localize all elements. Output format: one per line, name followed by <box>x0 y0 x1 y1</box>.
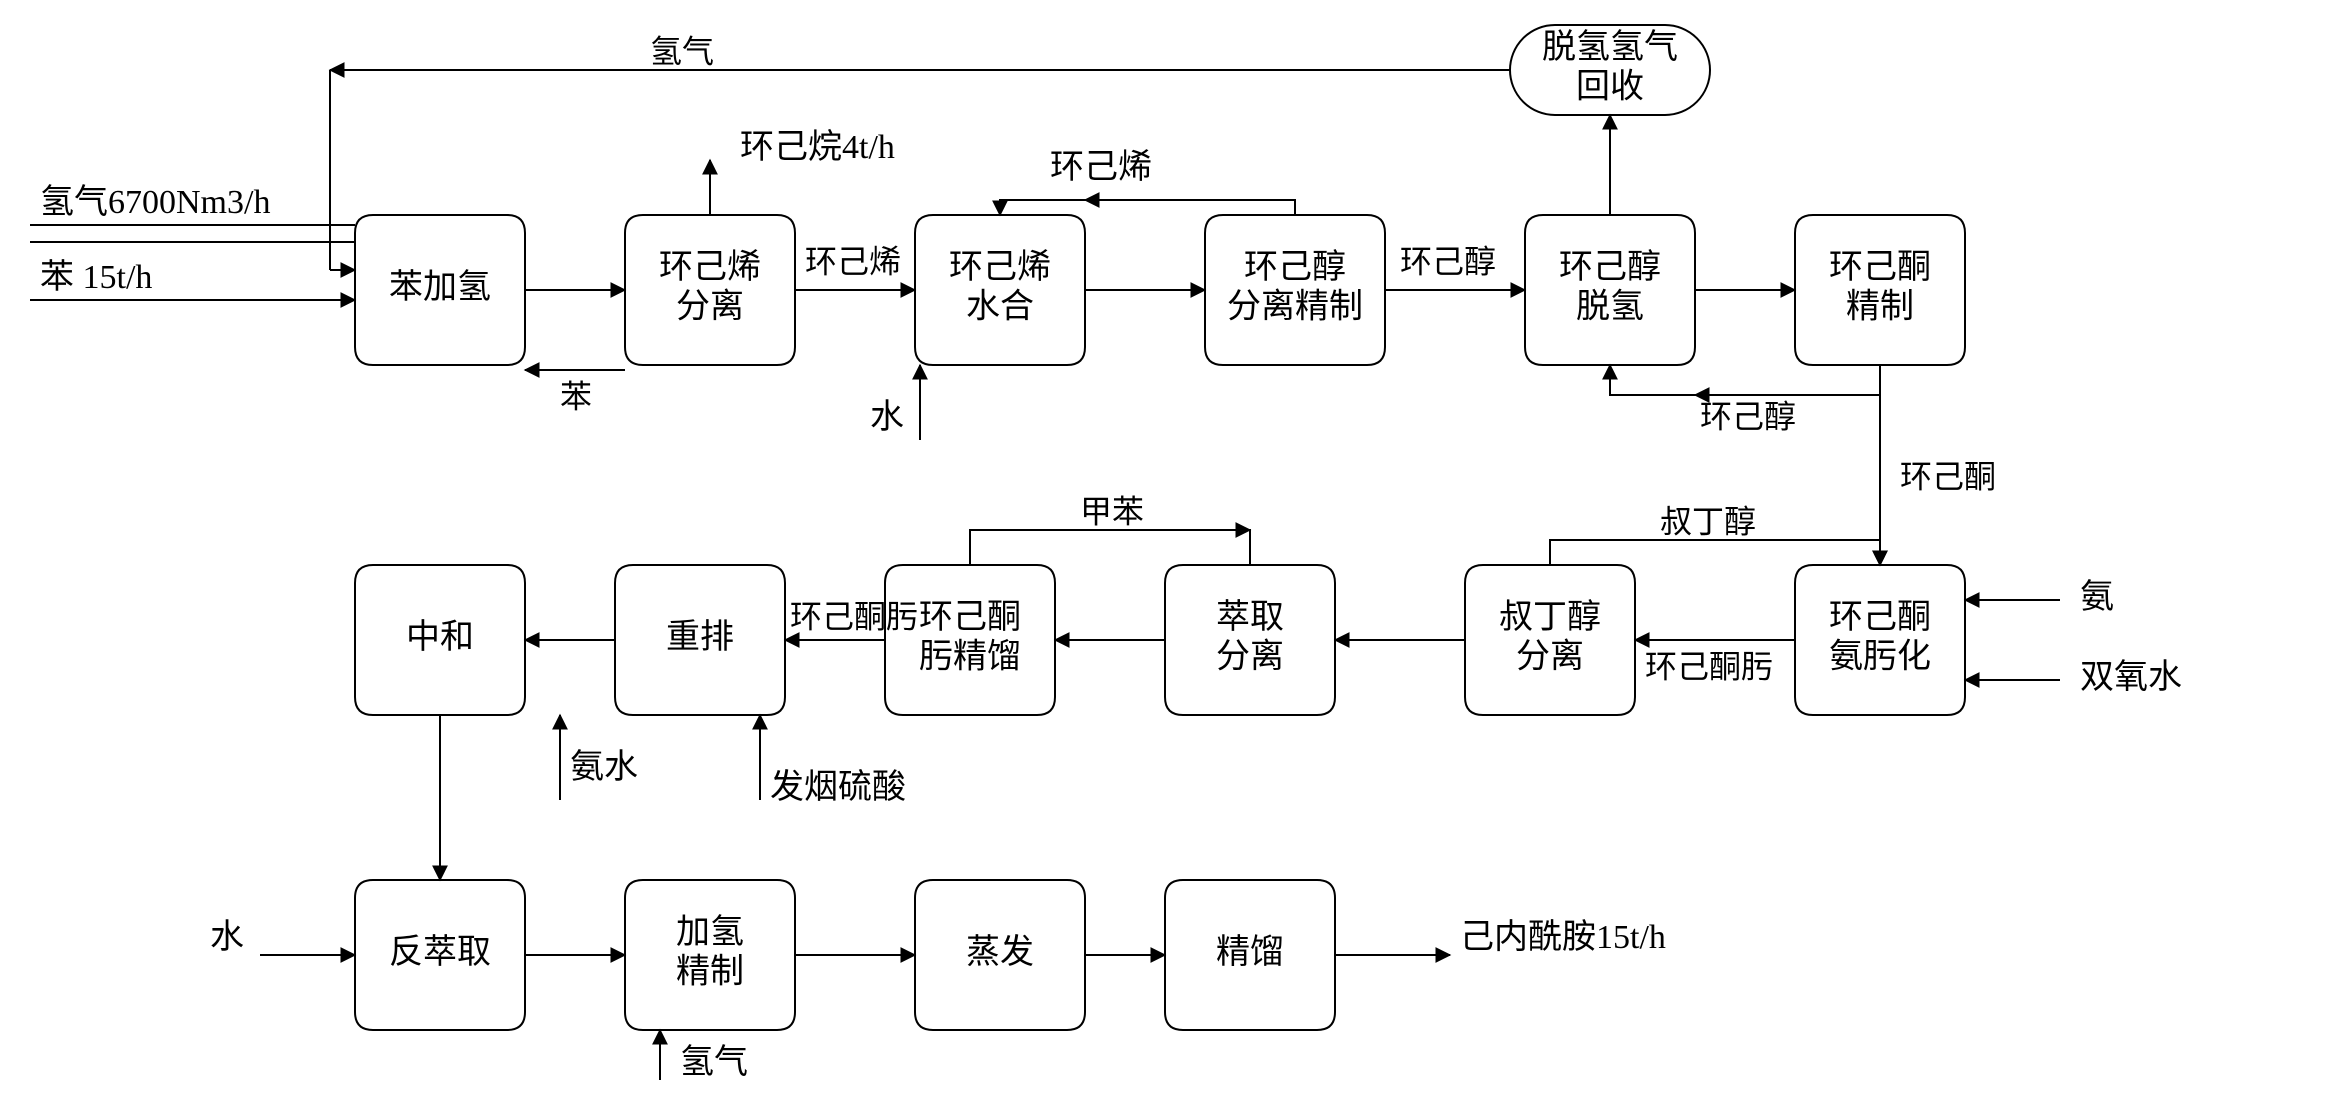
process-node-label: 环己醇 <box>1244 248 1346 286</box>
flow-label: 环己醇 <box>1400 243 1496 279</box>
process-node: 蒸发 <box>915 880 1085 1030</box>
process-node: 环己酮精制 <box>1795 215 1965 365</box>
process-node-label: 精馏 <box>1216 933 1284 971</box>
process-node-label: 精制 <box>676 952 744 990</box>
process-node: 精馏 <box>1165 880 1335 1030</box>
process-node-label: 脱氢氢气 <box>1542 28 1678 66</box>
stream-label: 双氧水 <box>2080 658 2182 696</box>
flow-label: 甲苯 <box>1080 493 1144 529</box>
process-node-label: 分离精制 <box>1227 287 1363 325</box>
flow-label: 环己醇 <box>1700 398 1796 434</box>
process-node: 环己烯分离 <box>625 215 795 365</box>
flow-arrow <box>1550 540 1880 565</box>
stream-label: 环己烯 <box>1050 148 1152 186</box>
process-node-label: 叔丁醇 <box>1499 598 1601 636</box>
process-node: 中和 <box>355 565 525 715</box>
flow-arrow <box>1000 200 1085 215</box>
flow-label: 环己酮肟 <box>790 598 918 634</box>
stream-label: 发烟硫酸 <box>770 768 906 806</box>
process-node: 重排 <box>615 565 785 715</box>
process-node: 环己醇分离精制 <box>1205 215 1385 365</box>
process-node-label: 环己酮 <box>1829 599 1931 636</box>
process-node: 加氢精制 <box>625 880 795 1030</box>
process-node-label: 蒸发 <box>966 933 1034 971</box>
process-node: 脱氢氢气回收 <box>1510 25 1710 115</box>
process-node: 环己醇脱氢 <box>1525 215 1695 365</box>
stream-label: 氢气 <box>680 1043 748 1081</box>
process-node-label: 加氢 <box>676 913 744 951</box>
process-node: 叔丁醇分离 <box>1465 565 1635 715</box>
flow-label: 环己烯 <box>805 243 901 279</box>
process-node-label: 肟精馏 <box>919 637 1021 675</box>
process-node: 环己酮肟精馏 <box>885 565 1055 715</box>
stream-label: 水 <box>870 399 904 436</box>
process-node-label: 重排 <box>666 618 734 656</box>
process-node-label: 分离 <box>1516 637 1584 675</box>
stream-label: 苯 15t/h <box>40 258 152 296</box>
stream-label: 氨 <box>2080 579 2114 616</box>
process-node: 萃取分离 <box>1165 565 1335 715</box>
stream-label: 环己烷4t/h <box>740 128 895 166</box>
flow-diagram: 苯环己烯环己醇环己醇氢气环己酮环己酮肟叔丁醇甲苯环己酮肟 苯加氢环己烯分离环己烯… <box>0 0 2335 1112</box>
flow-arrow <box>970 530 1250 565</box>
process-node-label: 苯加氢 <box>389 268 491 306</box>
process-node-label: 环己酮 <box>919 599 1021 636</box>
stream-label: 氨水 <box>570 749 638 786</box>
stream-label: 水 <box>210 919 244 956</box>
process-node-label: 脱氢 <box>1576 287 1644 325</box>
stream-label: 己内酰胺15t/h <box>1460 918 1666 956</box>
process-node-label: 精制 <box>1846 287 1914 325</box>
flow-label: 叔丁醇 <box>1660 503 1756 539</box>
process-node: 苯加氢 <box>355 215 525 365</box>
process-node: 环己酮氨肟化 <box>1795 565 1965 715</box>
process-node-label: 回收 <box>1576 67 1644 105</box>
flow-label: 环己酮肟 <box>1645 648 1773 684</box>
process-node-label: 反萃取 <box>389 933 491 971</box>
process-node-label: 中和 <box>406 618 474 656</box>
flow-label: 苯 <box>560 378 592 414</box>
process-node-label: 环己烯 <box>949 248 1051 286</box>
process-node: 环己烯水合 <box>915 215 1085 365</box>
stream-label: 氢气6700Nm3/h <box>40 183 270 221</box>
process-node-label: 萃取 <box>1216 598 1284 636</box>
process-node-label: 环己酮 <box>1829 249 1931 286</box>
process-node-label: 氨肟化 <box>1829 637 1931 675</box>
process-node-label: 分离 <box>676 287 744 325</box>
process-node-label: 环己烯 <box>659 248 761 286</box>
process-node-label: 分离 <box>1216 637 1284 675</box>
edges-layer: 苯环己烯环己醇环己醇氢气环己酮环己酮肟叔丁醇甲苯环己酮肟 <box>30 33 2060 1080</box>
flow-label: 环己酮 <box>1900 458 1996 494</box>
flow-arrow <box>1610 365 1695 395</box>
flow-label: 氢气 <box>650 33 714 69</box>
flow-arrow <box>1795 365 1880 395</box>
process-node: 反萃取 <box>355 880 525 1030</box>
process-node-label: 环己醇 <box>1559 248 1661 286</box>
process-node-label: 水合 <box>966 287 1034 325</box>
flow-arrow <box>1205 200 1295 215</box>
